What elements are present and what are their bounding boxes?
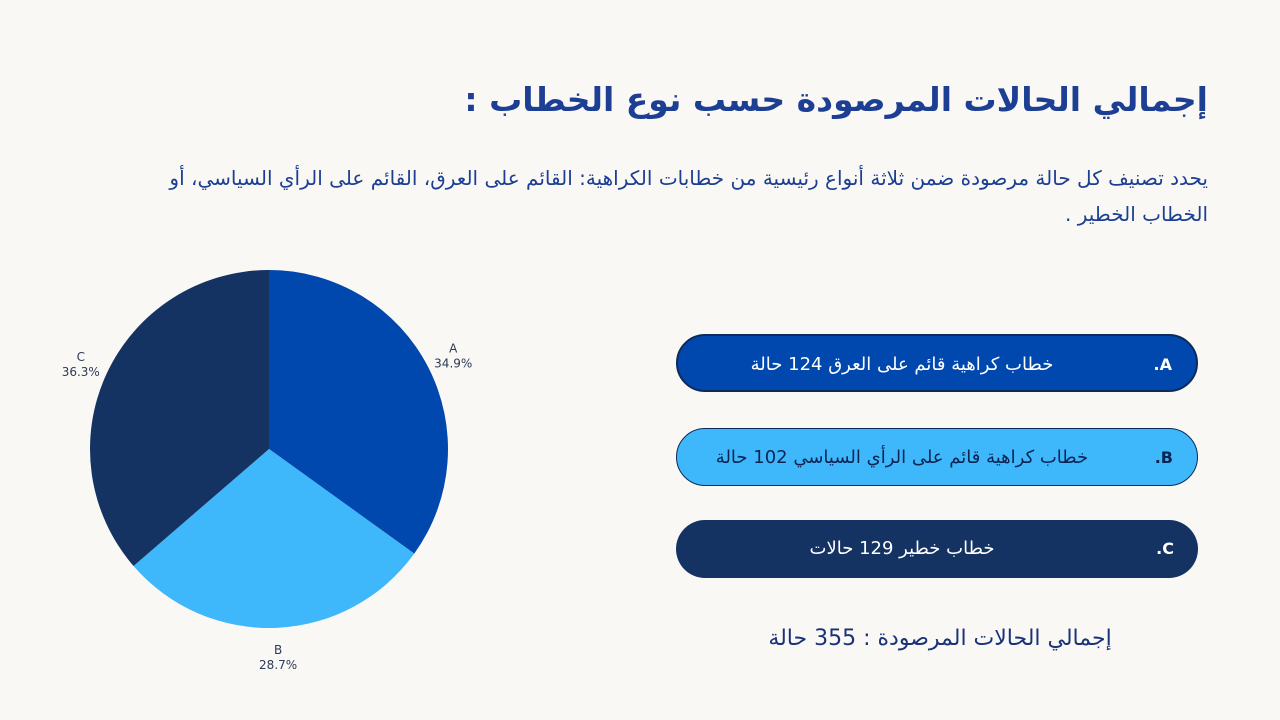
slice-percent-label: 34.9%	[434, 357, 472, 371]
pie-slice-c	[90, 270, 269, 566]
legend-letter-a: .A	[1153, 355, 1172, 374]
slice-percent-label: 36.3%	[62, 365, 100, 379]
legend-item-c: .C خطاب خطير 129 حالات	[676, 520, 1198, 578]
pie-chart: A34.9% B28.7% C36.3%	[62, 270, 472, 672]
legend-item-a: .A خطاب كراهية قائم على العرق 124 حالة	[676, 334, 1198, 392]
pie-slice-b	[133, 449, 415, 628]
legend-text-a: خطاب كراهية قائم على العرق 124 حالة	[750, 354, 1054, 375]
page-title: إجمالي الحالات المرصودة حسب نوع الخطاب :	[464, 80, 1208, 119]
legend-letter-b: .B	[1154, 448, 1173, 467]
total-cases: إجمالي الحالات المرصودة : 355 حالة	[768, 626, 1112, 651]
pie-slice-a	[269, 270, 448, 554]
slice-category-label: B	[274, 643, 282, 657]
legend-letter-c: .C	[1156, 539, 1174, 558]
slice-category-label: C	[77, 350, 85, 364]
legend-text-b: خطاب كراهية قائم على الرأي السياسي 102 ح…	[715, 447, 1089, 468]
legend-item-b: .B خطاب كراهية قائم على الرأي السياسي 10…	[676, 428, 1198, 486]
legend-text-c: خطاب خطير 129 حالات	[809, 538, 995, 559]
slice-percent-label: 28.7%	[259, 658, 297, 672]
slice-category-label: A	[449, 342, 458, 356]
description: يحدد تصنيف كل حالة مرصودة ضمن ثلاثة أنوا…	[169, 166, 1208, 226]
